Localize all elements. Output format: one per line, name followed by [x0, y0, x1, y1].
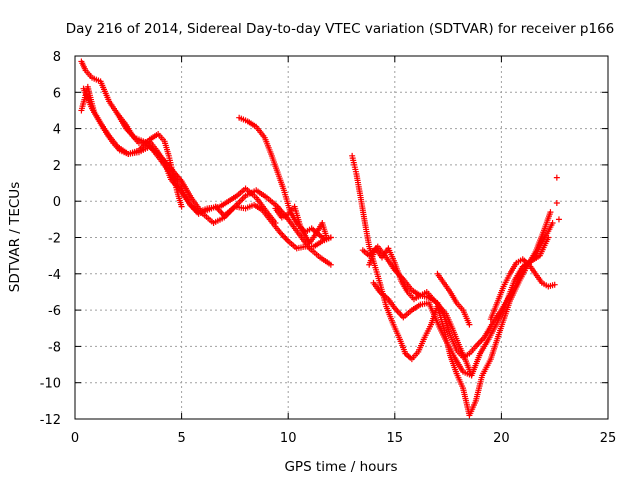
y-tick-label: 6	[53, 86, 61, 101]
y-tick-label: -4	[48, 268, 61, 283]
y-tick-label: 4	[53, 123, 61, 138]
series-s13	[553, 174, 562, 223]
x-tick-label: 5	[177, 431, 185, 446]
x-tick-label: 10	[280, 431, 297, 446]
data-point	[547, 209, 554, 216]
y-axis-label: SDTVAR / TECUs	[7, 182, 23, 292]
y-tick-label: -2	[48, 232, 61, 247]
data-point	[555, 216, 562, 223]
data-point	[549, 219, 556, 226]
series-s9	[366, 245, 475, 379]
x-tick-label: 20	[493, 431, 510, 446]
y-tick-label: -10	[40, 377, 61, 392]
series-s5	[236, 114, 334, 243]
series-s4	[114, 111, 279, 226]
data-point	[553, 200, 560, 207]
data-point	[327, 261, 334, 268]
x-tick-label: 15	[387, 431, 404, 446]
data-marks	[78, 58, 562, 419]
y-tick-label: 2	[53, 159, 61, 174]
x-tick-label: 0	[71, 431, 79, 446]
y-tick-label: 8	[53, 50, 61, 65]
data-point	[272, 219, 279, 226]
chart-title: Day 216 of 2014, Sidereal Day-to-day VTE…	[66, 21, 615, 37]
data-point	[551, 281, 558, 288]
x-axis-label: GPS time / hours	[284, 459, 397, 475]
data-point	[466, 321, 473, 328]
series-s12	[487, 256, 558, 323]
series-s3	[80, 85, 185, 210]
series-s6	[272, 203, 330, 246]
y-tick-label: -6	[48, 304, 61, 319]
grid	[75, 56, 608, 419]
series-s11	[434, 270, 473, 328]
data-point	[323, 234, 330, 241]
data-point	[178, 203, 185, 210]
y-tick-label: -12	[40, 413, 61, 428]
x-tick-label: 25	[600, 431, 617, 446]
data-point	[545, 234, 552, 241]
y-tick-label: 0	[53, 195, 61, 210]
data-point	[553, 174, 560, 181]
y-tick-label: -8	[48, 340, 61, 355]
series-s7	[349, 152, 554, 419]
